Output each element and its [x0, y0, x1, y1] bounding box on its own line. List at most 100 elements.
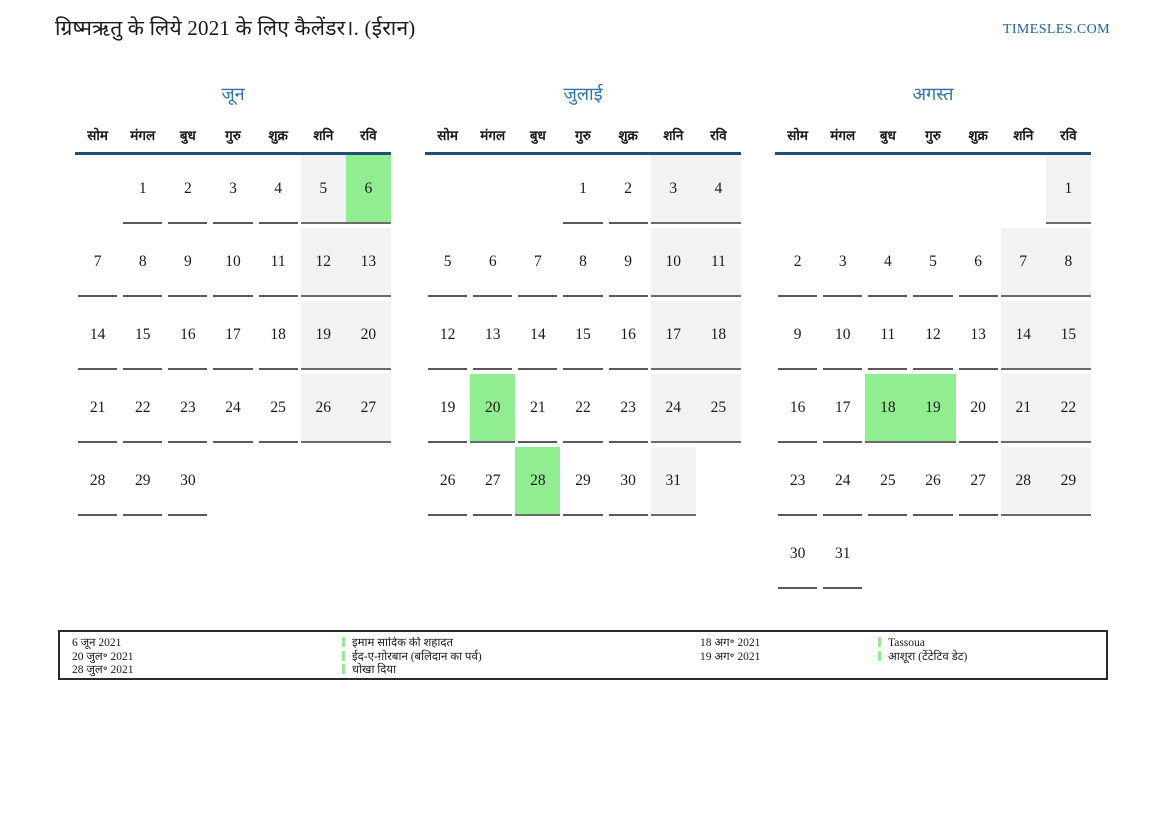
day-cell-background [1045, 301, 1091, 368]
day-cell-3: 3 [820, 228, 865, 301]
day-number: 6 [488, 252, 497, 270]
empty-cell [256, 447, 301, 520]
day-cell-16: 16 [606, 301, 651, 374]
day-cell-26: 26 [910, 447, 955, 520]
day-cell-13: 13 [470, 301, 515, 374]
day-underline [823, 295, 863, 297]
weekday-row: सोम मंगल बुध गुरु शुक्र शनि रवि [775, 108, 1091, 155]
day-number: 9 [183, 252, 192, 270]
day-cell-6: 6 [470, 228, 515, 301]
day-underline [428, 441, 468, 443]
empty-cell [956, 154, 1001, 229]
weekday-label: गुरु [210, 108, 256, 155]
day-cell-background [695, 155, 741, 222]
brand-link[interactable]: TIMESLES.COM [1002, 22, 1110, 37]
day-cell-11: 11 [865, 301, 910, 374]
day-underline [823, 368, 863, 370]
empty-cell [910, 520, 955, 593]
day-cell-8: 8 [560, 228, 605, 301]
day-cell-5: 5 [300, 154, 346, 229]
day-cell-15: 15 [560, 301, 605, 374]
day-underline [473, 295, 513, 297]
day-cell-5: 5 [910, 228, 955, 301]
day-number: 10 [834, 325, 851, 343]
day-number: 3 [229, 179, 237, 197]
day-number: 24 [834, 471, 851, 489]
empty-cell [865, 154, 910, 229]
day-cell-2: 2 [165, 154, 210, 229]
day-cell-17: 17 [820, 374, 865, 447]
month-august: अगस्त सोम मंगल बुध गुरु शुक्र शनि रवि 1 2 3 4 5 6 7 8 9 1… [775, 82, 1091, 593]
legend-date: 18 अग॰ 2021 [700, 637, 761, 649]
day-cell-background [345, 301, 391, 368]
day-underline [123, 222, 163, 224]
day-underline [778, 587, 818, 589]
day-underline [563, 368, 603, 370]
day-number: 1 [138, 179, 147, 197]
empty-cell [515, 154, 560, 229]
day-number: 2 [793, 252, 802, 270]
day-cell-8: 8 [1045, 228, 1091, 301]
empty-cell [1001, 520, 1046, 593]
day-number: 21 [530, 398, 546, 416]
day-cell-21: 21 [75, 374, 120, 447]
day-cell-19: 19 [300, 301, 346, 374]
day-number: 8 [138, 252, 147, 270]
day-underline [563, 441, 603, 443]
day-cell-12: 12 [300, 228, 346, 301]
day-cell-28: 28 [515, 447, 561, 520]
day-cell-27: 27 [345, 374, 391, 447]
day-cell-9: 9 [775, 301, 820, 374]
day-underline [123, 295, 163, 297]
empty-cell [425, 154, 470, 229]
day-underline [78, 295, 118, 297]
weekday-label: शुक्र [605, 108, 651, 155]
day-cell-6: 6 [956, 228, 1001, 301]
day-number: 28 [1015, 471, 1032, 489]
day-number: 30 [180, 471, 196, 489]
legend-holiday-name: ईद-ए-ग़ोरबान (बलिदान का पर्व) [352, 650, 482, 663]
legend-entry: धोखा दिया [342, 664, 700, 678]
weekday-header-row: सोम मंगल बुध गुरु शुक्र शनि रवि [75, 108, 391, 155]
day-cell-28: 28 [1000, 447, 1046, 520]
day-cell-29: 29 [120, 447, 165, 520]
day-number: 27 [484, 471, 501, 489]
weekday-label: मंगल [120, 108, 166, 155]
month-weeks: 1 2 3 4 5 6 7 8 9 10 11 12 13 14 15 16 17 18 19 20 21 22 23 24 2… [75, 154, 391, 521]
day-number: 17 [834, 398, 851, 416]
empty-cell [1046, 520, 1091, 593]
day-number: 2 [183, 179, 192, 197]
legend-holiday-name: Tassoua [888, 637, 925, 649]
day-cell-22: 22 [120, 374, 165, 447]
day-cell-1: 1 [560, 154, 605, 229]
day-number: 3 [669, 179, 678, 197]
day-underline [518, 368, 558, 370]
day-underline [650, 514, 696, 516]
day-cell-20: 20 [345, 301, 391, 374]
day-underline [823, 587, 863, 589]
day-number: 4 [714, 179, 723, 197]
empty-cell [1001, 154, 1046, 229]
day-underline [1045, 514, 1091, 516]
day-number: 13 [360, 252, 377, 270]
day-number: 23 [620, 398, 636, 416]
day-cell-13: 13 [345, 228, 391, 301]
day-number: 26 [315, 398, 332, 416]
day-number: 4 [883, 252, 892, 270]
day-cell-30: 30 [775, 520, 820, 593]
weekday-label: बुध [865, 108, 911, 155]
weekday-label: गुरु [910, 108, 956, 155]
day-underline [345, 441, 391, 443]
legend-entry: आशूरा (टेंटेटिव डेट) [878, 650, 1106, 665]
day-cell-4: 4 [865, 228, 910, 301]
day-cell-26: 26 [300, 374, 346, 447]
week-row: 14 15 16 17 18 19 20 [75, 301, 391, 374]
day-cell-18: 18 [695, 301, 741, 374]
day-cell-12: 12 [910, 301, 955, 374]
weekday-label: मंगल [820, 108, 866, 155]
day-number: 14 [89, 325, 106, 343]
day-number: 26 [439, 471, 456, 489]
day-number: 20 [484, 398, 501, 416]
week-row: 19 20 21 22 23 24 25 [425, 374, 741, 447]
day-cell-background [345, 155, 391, 222]
